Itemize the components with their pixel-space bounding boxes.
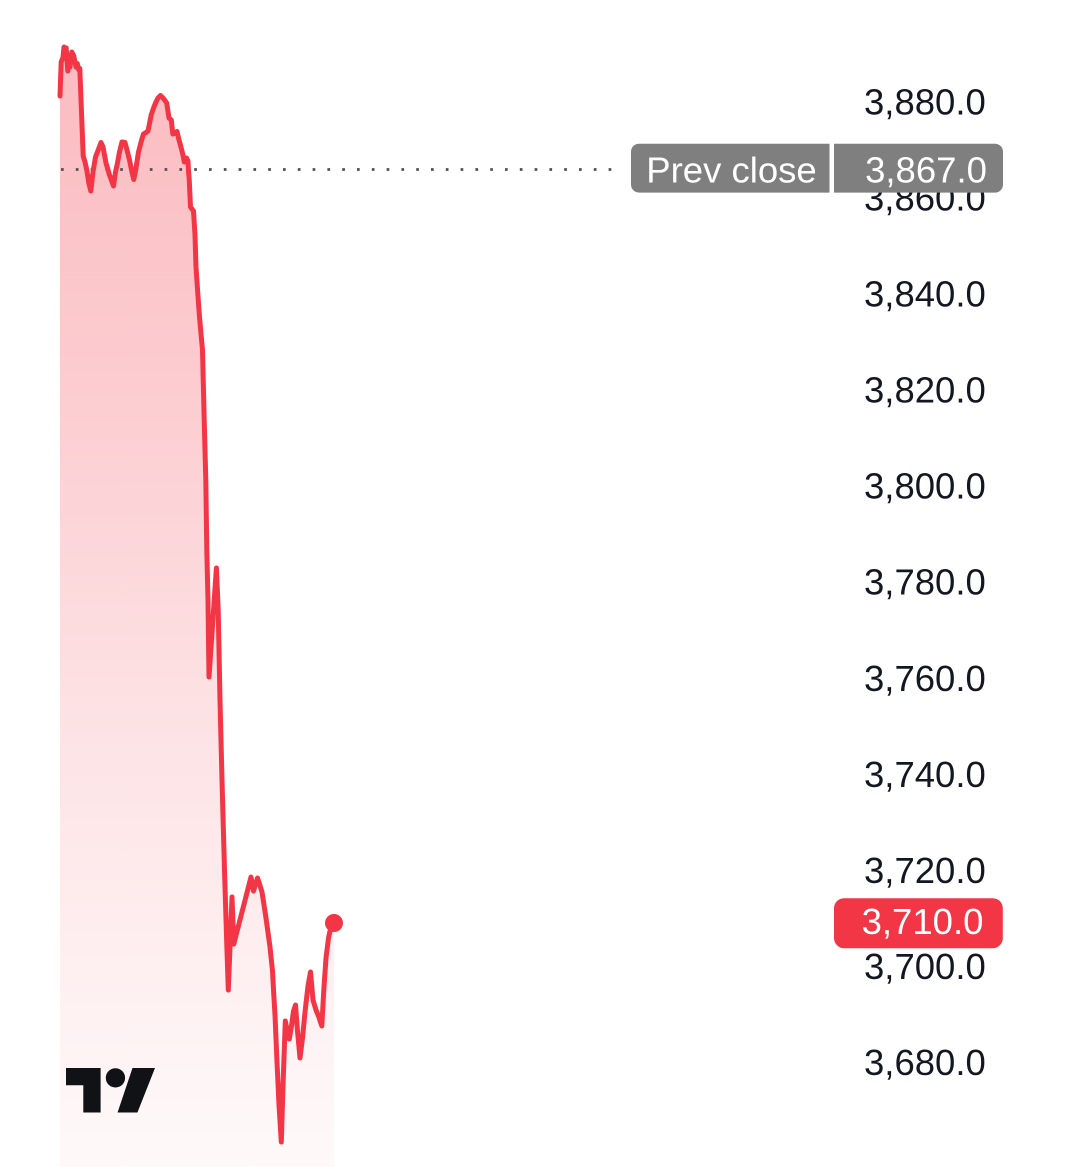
svg-text:3,840.0: 3,840.0 — [864, 274, 986, 315]
svg-text:3,760.0: 3,760.0 — [864, 658, 986, 699]
svg-text:3,680.0: 3,680.0 — [864, 1042, 986, 1083]
svg-text:3,867.0: 3,867.0 — [865, 150, 987, 191]
svg-text:Prev close: Prev close — [646, 150, 816, 191]
svg-text:3,710.0: 3,710.0 — [862, 901, 984, 942]
svg-text:3,880.0: 3,880.0 — [864, 81, 986, 122]
svg-text:3,780.0: 3,780.0 — [864, 562, 986, 603]
svg-text:3,820.0: 3,820.0 — [864, 370, 986, 411]
svg-text:3,720.0: 3,720.0 — [864, 850, 986, 891]
svg-text:3,800.0: 3,800.0 — [864, 466, 986, 507]
svg-text:3,740.0: 3,740.0 — [864, 754, 986, 795]
svg-text:3,700.0: 3,700.0 — [864, 946, 986, 987]
